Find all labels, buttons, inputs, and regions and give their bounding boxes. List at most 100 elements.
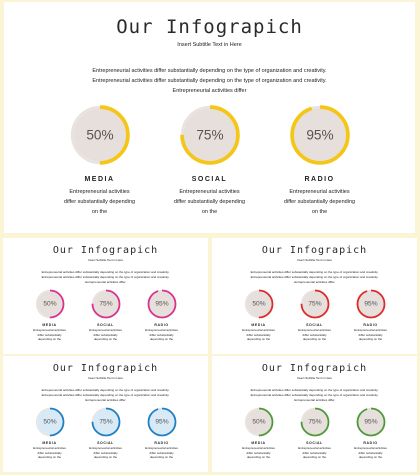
slide-description: Entrepreneurial activities differ substa… [250, 388, 379, 402]
ring-value-label: 95% [155, 301, 168, 308]
ring-fill [148, 291, 175, 317]
progress-ring-svg: 95% [356, 407, 385, 437]
stat-item-radio: 95% RADIO Entrepreneurial activities dif… [353, 407, 389, 460]
ring-fill [182, 108, 237, 162]
ring-progress-arc [147, 289, 176, 319]
ring-value-label: 50% [252, 301, 265, 308]
progress-ring: 50% [69, 104, 131, 166]
stat-description: Entrepreneurial activities differ substa… [242, 446, 275, 459]
stat-label: MEDIA [42, 441, 57, 445]
stat-row: 50% MEDIA Entrepreneurial activities dif… [212, 289, 417, 342]
ring-fill [245, 291, 272, 317]
ring-value-label: 75% [308, 301, 321, 308]
progress-ring: 50% [244, 289, 274, 319]
stat-item-media: 50% MEDIA Entrepreneurial activities dif… [32, 289, 68, 342]
slide-thumbnail-green[interactable]: Our Infograpich Insert Subtitle Text in … [212, 356, 417, 472]
progress-ring-svg: 75% [300, 407, 329, 437]
progress-ring-svg: 50% [244, 289, 273, 319]
progress-ring: 95% [356, 289, 386, 319]
stat-row: 50% MEDIA Entrepreneurial activities dif… [3, 289, 208, 342]
stat-description: Entrepreneurial activities differ substa… [298, 328, 331, 341]
ring-fill [92, 409, 119, 435]
ring-value-label: 95% [364, 419, 377, 426]
progress-ring: 50% [35, 407, 65, 437]
progress-ring-svg: 95% [147, 289, 176, 319]
ring-value-label: 50% [43, 419, 56, 426]
slide-thumbnail-blue[interactable]: Our Infograpich Insert Subtitle Text in … [3, 356, 208, 472]
progress-ring-svg: 50% [69, 105, 130, 165]
stat-item-social: 75% SOCIAL Entrepreneurial activities di… [297, 289, 333, 342]
progress-ring: 95% [356, 407, 386, 437]
ring-fill [357, 291, 384, 317]
ring-value-label: 95% [155, 419, 168, 426]
slide-subtitle: Insert Subtitle Text in Here [177, 42, 242, 48]
stat-description: Entrepreneurial activities differ substa… [298, 446, 331, 459]
ring-progress-arc [244, 407, 273, 437]
stat-item-radio: 95% RADIO Entrepreneurial activities dif… [353, 289, 389, 342]
stat-label: SOCIAL [306, 441, 323, 445]
stat-item-media: 50% MEDIA Entrepreneurial activities dif… [241, 289, 277, 342]
stat-row: 50% MEDIA Entrepreneurial activities dif… [4, 104, 415, 217]
ring-value-label: 95% [306, 128, 333, 143]
stat-item-social: 75% SOCIAL Entrepreneurial activities di… [88, 289, 124, 342]
stat-description: Entrepreneurial activities differ substa… [63, 189, 136, 215]
progress-ring-svg: 75% [179, 105, 240, 165]
slide-description: Entrepreneurial activities differ substa… [92, 68, 327, 94]
stat-label: SOCIAL [306, 323, 323, 327]
slide-title: Our Infograpich [52, 363, 159, 374]
ring-progress-arc [91, 407, 120, 437]
progress-ring-svg: 50% [35, 289, 64, 319]
ring-progress-arc [69, 105, 130, 165]
progress-ring-svg: 50% [244, 407, 273, 437]
stat-description: Entrepreneurial activities differ substa… [354, 328, 387, 341]
ring-fill [36, 291, 63, 317]
ring-progress-arc [35, 289, 64, 319]
ring-fill [357, 409, 384, 435]
slide-title: Our Infograpich [116, 16, 303, 38]
stat-description: Entrepreneurial activities differ substa… [145, 328, 178, 341]
progress-ring: 95% [289, 104, 351, 166]
stat-label: RADIO [363, 441, 378, 445]
slide-title: Our Infograpich [261, 363, 368, 374]
ring-value-label: 75% [196, 128, 223, 143]
stat-label: MEDIA [84, 176, 115, 183]
stat-item-social: 75% SOCIAL Entrepreneurial activities di… [88, 407, 124, 460]
progress-ring: 75% [91, 407, 121, 437]
stat-item-media: 50% MEDIA Entrepreneurial activities dif… [64, 104, 136, 217]
slide-thumbnail-magenta[interactable]: Our Infograpich Insert Subtitle Text in … [3, 238, 208, 354]
stat-item-radio: 95% RADIO Entrepreneurial activities dif… [144, 289, 180, 342]
stat-description: Entrepreneurial activities differ substa… [354, 446, 387, 459]
ring-fill [92, 291, 119, 317]
ring-fill [245, 409, 272, 435]
stat-label: SOCIAL [191, 176, 228, 183]
ring-fill [148, 409, 175, 435]
ring-value-label: 75% [99, 301, 112, 308]
progress-ring-svg: 75% [91, 407, 120, 437]
progress-ring: 50% [244, 407, 274, 437]
ring-progress-arc [244, 289, 273, 319]
slide-thumbnail-red[interactable]: Our Infograpich Insert Subtitle Text in … [212, 238, 417, 354]
ring-progress-arc [35, 407, 64, 437]
ring-fill [301, 409, 328, 435]
progress-ring-svg: 95% [147, 407, 176, 437]
stat-description: Entrepreneurial activities differ substa… [89, 446, 122, 459]
ring-value-label: 95% [364, 301, 377, 308]
progress-ring: 75% [91, 289, 121, 319]
stat-label: RADIO [154, 323, 169, 327]
ring-fill [72, 108, 127, 162]
stat-row: 50% MEDIA Entrepreneurial activities dif… [212, 407, 417, 460]
slide-description: Entrepreneurial activities differ substa… [250, 270, 379, 284]
stat-label: RADIO [363, 323, 378, 327]
ring-value-label: 75% [99, 419, 112, 426]
stat-description: Entrepreneurial activities differ substa… [242, 328, 275, 341]
progress-ring: 75% [300, 407, 330, 437]
slide-subtitle: Insert Subtitle Text in Here [87, 258, 124, 262]
stat-label: SOCIAL [97, 323, 114, 327]
slide-main[interactable]: Our Infograpich Insert Subtitle Text in … [4, 2, 415, 233]
progress-ring-svg: 50% [35, 407, 64, 437]
progress-ring-svg: 75% [300, 289, 329, 319]
slide-title: Our Infograpich [261, 245, 368, 256]
ring-progress-arc [356, 289, 385, 319]
stat-item-media: 50% MEDIA Entrepreneurial activities dif… [241, 407, 277, 460]
ring-fill [301, 291, 328, 317]
